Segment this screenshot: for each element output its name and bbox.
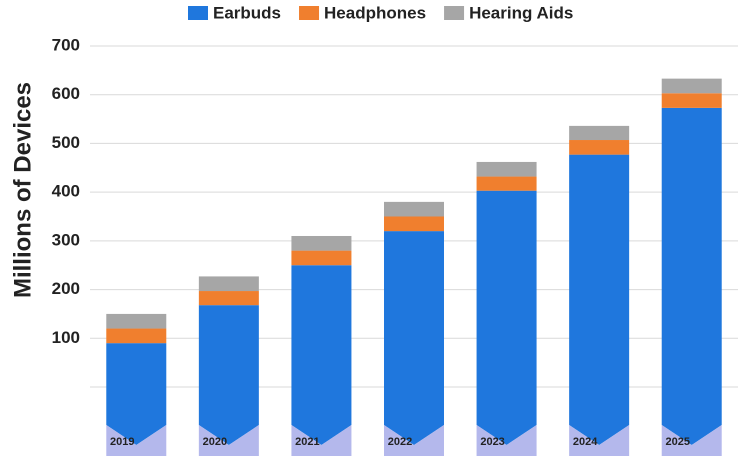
- year-tag: [384, 425, 444, 456]
- bar-segment: [198, 276, 259, 292]
- y-tick-label: 700: [52, 35, 80, 54]
- bar-base: [384, 387, 444, 445]
- bar-segment: [384, 231, 444, 387]
- x-tick-label: 2025: [665, 436, 689, 448]
- y-axis-title: Millions of Devices: [9, 82, 36, 298]
- y-tick-label: 400: [52, 182, 80, 201]
- y-tick-label: 300: [52, 230, 80, 249]
- legend-label: Earbuds: [213, 3, 281, 22]
- bar-base: [198, 387, 259, 445]
- y-tick-label: 100: [52, 328, 80, 347]
- year-tag: [569, 425, 630, 456]
- year-tag: [661, 425, 722, 456]
- legend-label: Headphones: [324, 3, 426, 22]
- bar-base: [661, 387, 722, 445]
- legend-label: Hearing Aids: [469, 3, 573, 22]
- legend-swatch: [444, 6, 465, 20]
- year-tag: [106, 425, 167, 456]
- legend-swatch: [188, 6, 208, 20]
- bar-segment: [476, 161, 537, 177]
- legend-swatch: [299, 6, 320, 20]
- bar-segment: [569, 140, 630, 155]
- bar-segment: [106, 343, 167, 387]
- bar-segment: [384, 201, 444, 217]
- bar-segment: [661, 93, 722, 108]
- bar-segment: [198, 305, 259, 387]
- x-tick-label: 2023: [480, 436, 504, 448]
- bar-segment: [291, 235, 352, 251]
- bar-segment: [476, 190, 537, 387]
- year-tag: [291, 425, 352, 456]
- bar-base: [569, 387, 630, 445]
- y-tick-label: 500: [52, 133, 80, 152]
- bar-segment: [291, 265, 352, 387]
- bar-segment: [106, 328, 167, 344]
- bar-segment: [661, 78, 722, 94]
- y-tick-label: 600: [52, 84, 80, 103]
- bar-segment: [198, 291, 259, 306]
- x-tick-label: 2020: [203, 436, 227, 448]
- bar-segment: [291, 250, 352, 266]
- bar-segment: [476, 176, 537, 191]
- x-tick-label: 2019: [110, 436, 134, 448]
- bar-base: [106, 387, 167, 445]
- year-tag: [198, 425, 259, 456]
- bar-base: [291, 387, 352, 445]
- bar-segment: [569, 125, 630, 141]
- bar-segment: [661, 107, 722, 388]
- bar-base: [476, 387, 537, 445]
- bar-segment: [106, 313, 167, 329]
- year-tag: [476, 425, 537, 456]
- bar-segment: [384, 216, 444, 232]
- y-tick-label: 200: [52, 279, 80, 298]
- x-tick-label: 2021: [295, 436, 319, 448]
- bar-segment: [569, 154, 630, 387]
- x-tick-label: 2022: [388, 436, 412, 448]
- x-tick-label: 2024: [573, 436, 598, 448]
